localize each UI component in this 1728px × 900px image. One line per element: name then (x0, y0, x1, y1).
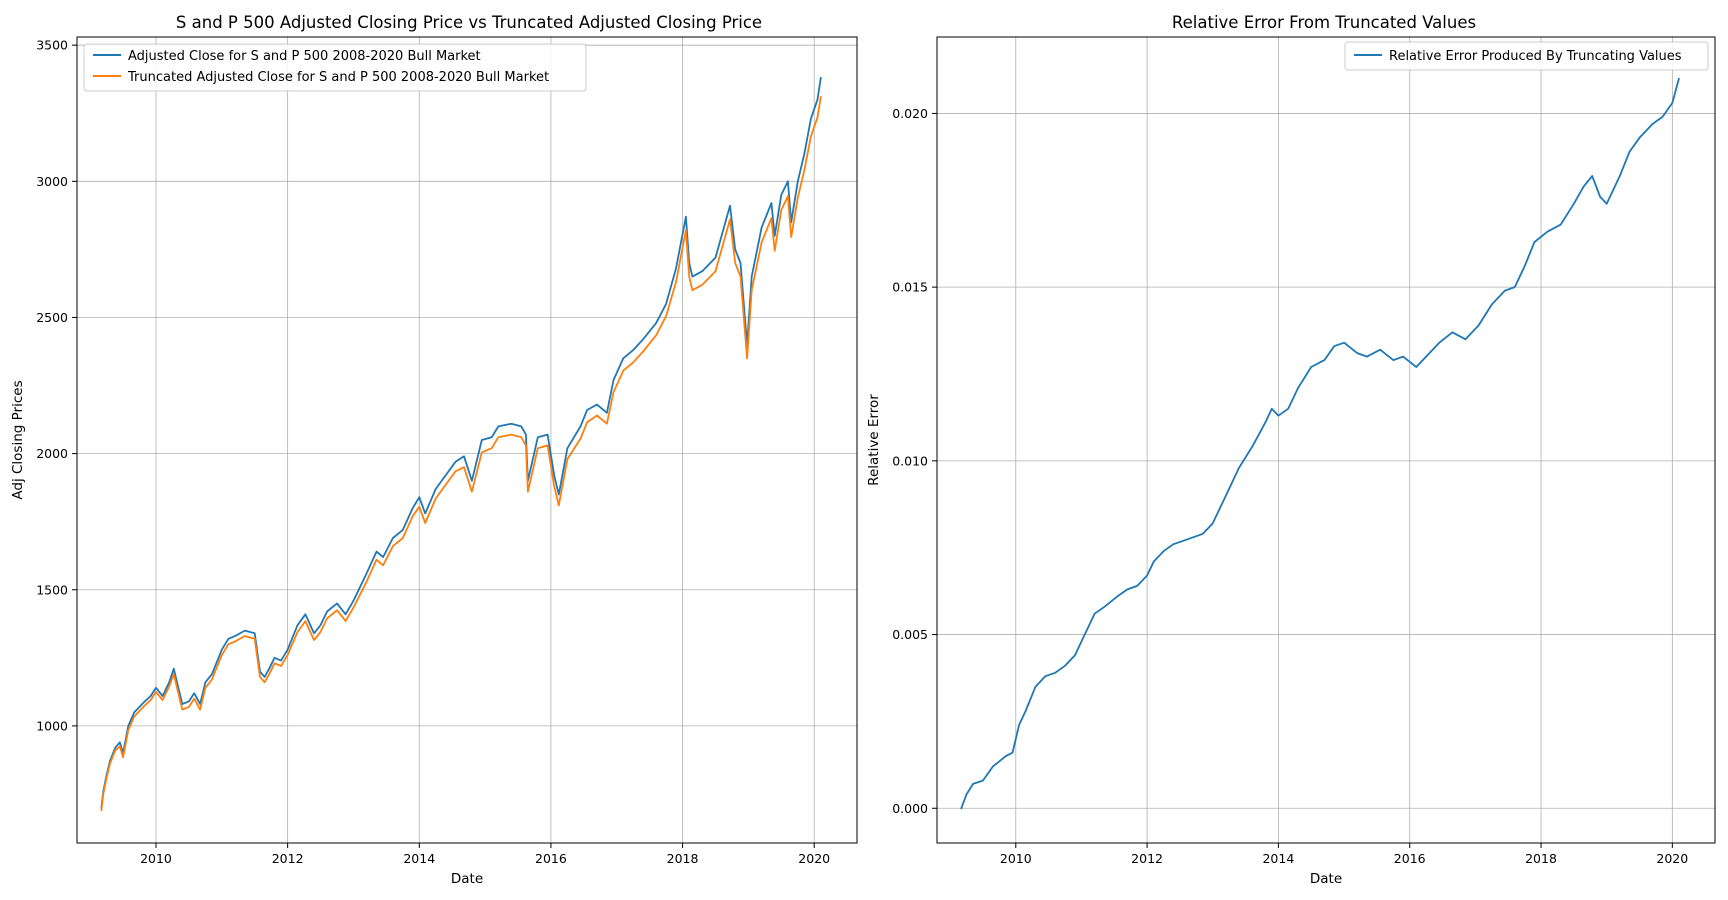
chart-title: S and P 500 Adjusted Closing Price vs Tr… (176, 13, 762, 32)
y-tick-label: 1000 (36, 718, 68, 733)
y-tick-label: 0.015 (892, 280, 928, 295)
x-tick-label: 2018 (1525, 851, 1557, 866)
x-axis-ticks: 2010 2012 2014 2016 2018 2020 (1000, 843, 1688, 866)
x-tick-label: 2014 (1262, 851, 1294, 866)
legend-box (1344, 41, 1709, 71)
series-line-2 (100, 96, 822, 812)
x-tick-label: 2020 (798, 851, 830, 866)
x-tick-label: 2020 (1656, 851, 1688, 866)
x-axis-label: Date (1310, 871, 1342, 887)
series-line-1 (100, 76, 822, 809)
plot-frame (76, 36, 858, 844)
plot-area (960, 77, 1680, 810)
legend-entry-relative-error: Relative Error Produced By Truncating Va… (1389, 49, 1682, 64)
y-tick-label: 0.020 (892, 106, 928, 121)
x-tick-label: 2018 (667, 851, 699, 866)
y-tick-label: 0.005 (892, 627, 928, 642)
x-axis-label: Date (451, 871, 483, 887)
y-tick-label: 3500 (36, 38, 68, 53)
x-tick-label: 2016 (1394, 851, 1426, 866)
legend-box (83, 43, 587, 92)
x-tick-label: 2010 (140, 851, 172, 866)
y-axis-label: Relative Error (866, 394, 882, 486)
legend-entry-adjusted-close: Adjusted Close for S and P 500 2008-2020… (128, 49, 481, 64)
plot-area (100, 76, 822, 812)
y-tick-label: 2500 (36, 310, 68, 325)
y-tick-label: 0.010 (892, 453, 928, 468)
legend: Relative Error Produced By Truncating Va… (1344, 41, 1709, 71)
x-axis-ticks: 2010 2012 2014 2016 2018 2020 (140, 843, 830, 866)
y-tick-label: 0.000 (892, 801, 928, 816)
chart-adjusted-close: S and P 500 Adjusted Closing Price vs Tr… (10, 13, 858, 887)
legend: Adjusted Close for S and P 500 2008-2020… (83, 43, 587, 92)
y-axis-ticks: 0.000 0.005 0.010 0.015 0.020 (892, 106, 937, 816)
x-tick-label: 2012 (1131, 851, 1163, 866)
x-tick-label: 2014 (403, 851, 435, 866)
y-tick-label: 2000 (36, 446, 68, 461)
series-line-1 (960, 77, 1680, 810)
y-axis-ticks: 1000 1500 2000 2500 3000 3500 (36, 38, 77, 733)
legend-entry-truncated-close: Truncated Adjusted Close for S and P 500… (127, 70, 549, 85)
x-tick-label: 2012 (272, 851, 304, 866)
x-tick-label: 2010 (1000, 851, 1032, 866)
y-tick-label: 1500 (36, 582, 68, 597)
grid (937, 37, 1715, 843)
chart-title: Relative Error From Truncated Values (1172, 13, 1476, 32)
y-axis-label: Adj Closing Prices (10, 380, 26, 499)
chart-relative-error: Relative Error From Truncated Values 201… (866, 13, 1716, 887)
x-tick-label: 2016 (535, 851, 567, 866)
plot-frame (936, 36, 1716, 844)
y-tick-label: 3000 (36, 174, 68, 189)
